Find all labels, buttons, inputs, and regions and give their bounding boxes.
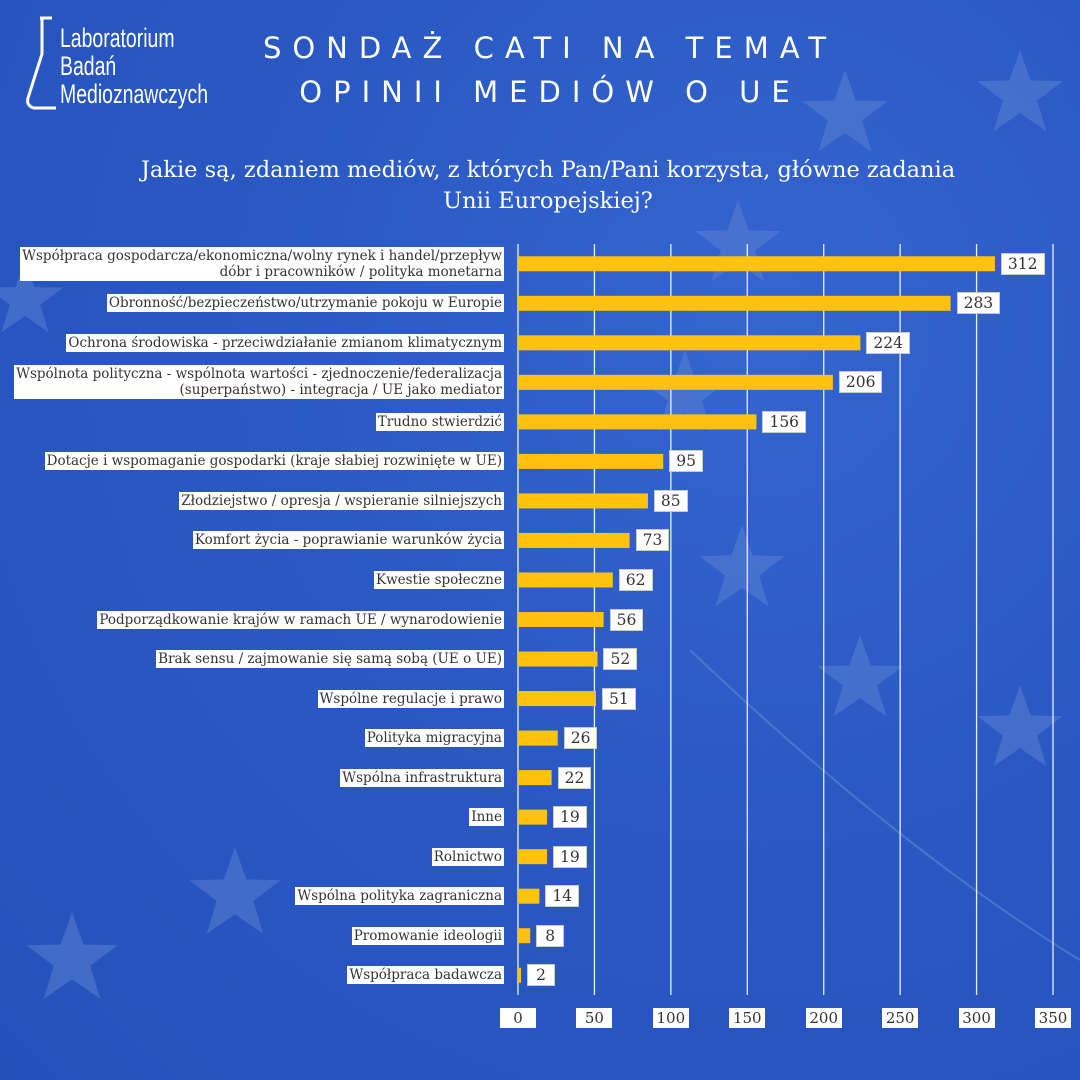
- bar: [518, 453, 664, 469]
- eu-star-icon: [699, 525, 785, 607]
- x-tick-label: 150: [729, 1008, 766, 1028]
- category-label: Polityka migracyjna: [364, 729, 504, 748]
- category-label: Obronność/bezpieczeństwo/utrzymanie poko…: [106, 294, 504, 313]
- category-label: Brak sensu / zajmowanie się samą sobą (U…: [156, 650, 504, 669]
- bar: [518, 849, 548, 865]
- data-label: 2: [527, 964, 556, 987]
- category-label: Komfort życia - poprawianie warunków życ…: [192, 531, 504, 550]
- data-label: 85: [653, 489, 688, 512]
- data-label: 56: [609, 608, 644, 631]
- category-label: Wspólnota polityczna - wspólnota wartośc…: [14, 365, 504, 400]
- eu-star-icon: [817, 635, 903, 717]
- data-label: 206: [838, 371, 883, 394]
- category-label: Promowanie ideologii: [351, 926, 504, 945]
- chart-question: Jakie są, zdaniem mediów, z których Pan/…: [98, 155, 998, 217]
- logo-line-3: Medioznawczych: [60, 79, 209, 109]
- eu-star-icon: [802, 70, 888, 152]
- data-label: 156: [762, 410, 807, 433]
- category-label: Rolnictwo: [431, 847, 504, 866]
- logo-line-1: Laboratorium: [60, 23, 175, 53]
- lab-logo: Laboratorium Badań Medioznawczych: [22, 14, 222, 114]
- title-line-2: OPINII MEDIÓW O UE: [299, 75, 801, 109]
- bar: [518, 493, 648, 509]
- bar: [518, 256, 995, 272]
- x-tick-label: 350: [1035, 1008, 1071, 1028]
- bar: [518, 691, 596, 707]
- category-label: Trudno stwierdzić: [375, 412, 504, 431]
- data-label: 62: [618, 568, 653, 591]
- data-label: 224: [866, 331, 910, 354]
- bar: [518, 295, 951, 311]
- eu-star-icon: [26, 912, 118, 999]
- category-label: Współpraca gospodarcza/ekonomiczna/wolny…: [20, 246, 504, 281]
- data-label: 52: [603, 648, 638, 671]
- category-label: Złodziejstwo / opresja / wspieranie siln…: [179, 491, 504, 510]
- bar: [518, 572, 613, 588]
- category-label: Dotacje i wspomaganie gospodarki (kraje …: [44, 452, 504, 471]
- category-label: Wspólna infrastruktura: [340, 768, 504, 787]
- data-label: 19: [553, 845, 587, 868]
- bar: [518, 651, 598, 667]
- data-label: 95: [669, 450, 703, 473]
- bar: [518, 730, 558, 746]
- bar: [518, 809, 548, 825]
- bar: [518, 374, 833, 390]
- category-label: Kwestie społeczne: [373, 570, 504, 589]
- eu-star-icon: [189, 847, 281, 934]
- x-tick-label: 300: [958, 1008, 995, 1028]
- eu-star-icon: [642, 350, 728, 432]
- bar: [518, 888, 540, 904]
- data-label: 312: [1000, 252, 1045, 275]
- data-label: 22: [557, 766, 592, 789]
- category-label: Podporządkowanie krajów w ramach UE / wy…: [97, 610, 504, 629]
- x-tick-label: 0: [500, 1008, 536, 1028]
- x-tick-label: 250: [882, 1008, 919, 1028]
- eu-star-icon: [977, 50, 1063, 132]
- bar: [518, 335, 861, 351]
- eu-star-icon: [977, 685, 1063, 767]
- bar: [518, 967, 522, 983]
- data-label: 51: [601, 687, 636, 710]
- data-label: 26: [563, 727, 598, 750]
- data-label: 19: [553, 806, 587, 829]
- eu-star-icon: [0, 260, 63, 333]
- page-title: SONDAŻ CATI NA TEMAT OPINII MEDIÓW O UE: [200, 26, 900, 114]
- category-label: Współpraca badawcza: [347, 966, 504, 985]
- x-tick-label: 100: [652, 1008, 689, 1028]
- category-label: Wspólne regulacje i prawo: [317, 689, 504, 708]
- data-label: 14: [545, 885, 580, 908]
- logo-line-2: Badań: [60, 51, 117, 81]
- category-label: Inne: [469, 808, 504, 827]
- question-line-2: Unii Europejskiej?: [443, 188, 653, 214]
- category-label: Ochrona środowiska - przeciwdziałanie zm…: [66, 333, 504, 352]
- title-line-1: SONDAŻ CATI NA TEMAT: [262, 31, 838, 65]
- bar: [518, 532, 630, 548]
- eu-star-icon: [695, 200, 781, 282]
- bar: [518, 414, 757, 430]
- question-line-1: Jakie są, zdaniem mediów, z których Pan/…: [140, 157, 956, 183]
- data-label: 73: [635, 529, 670, 552]
- x-tick-label: 50: [576, 1008, 613, 1028]
- category-label: Wspólna polityka zagraniczna: [295, 887, 504, 906]
- bar: [518, 770, 552, 786]
- x-tick-label: 200: [805, 1008, 842, 1028]
- bar: [518, 612, 604, 627]
- flask-icon: [26, 16, 56, 110]
- data-label: 8: [536, 924, 565, 947]
- bar: [518, 928, 531, 944]
- data-label: 283: [956, 292, 1001, 315]
